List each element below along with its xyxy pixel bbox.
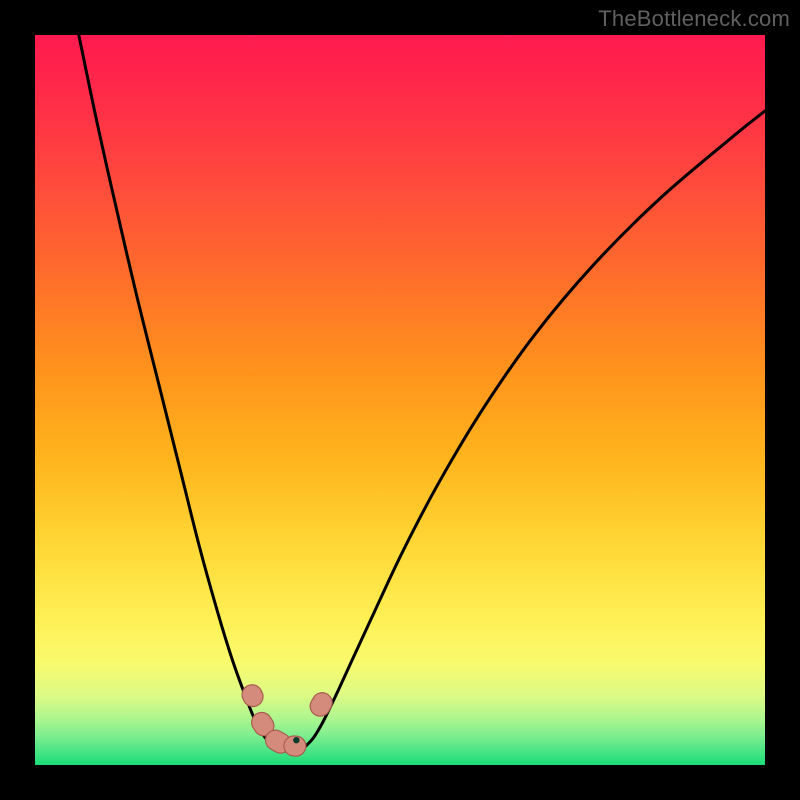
curve-layer [35,35,765,765]
watermark-text: TheBottleneck.com [598,6,790,32]
plot-area [35,35,765,765]
bottleneck-curve [79,35,765,752]
datapoint-center-dot [293,737,299,743]
datapoint-capsule [306,689,335,720]
datapoint-group [239,681,336,757]
